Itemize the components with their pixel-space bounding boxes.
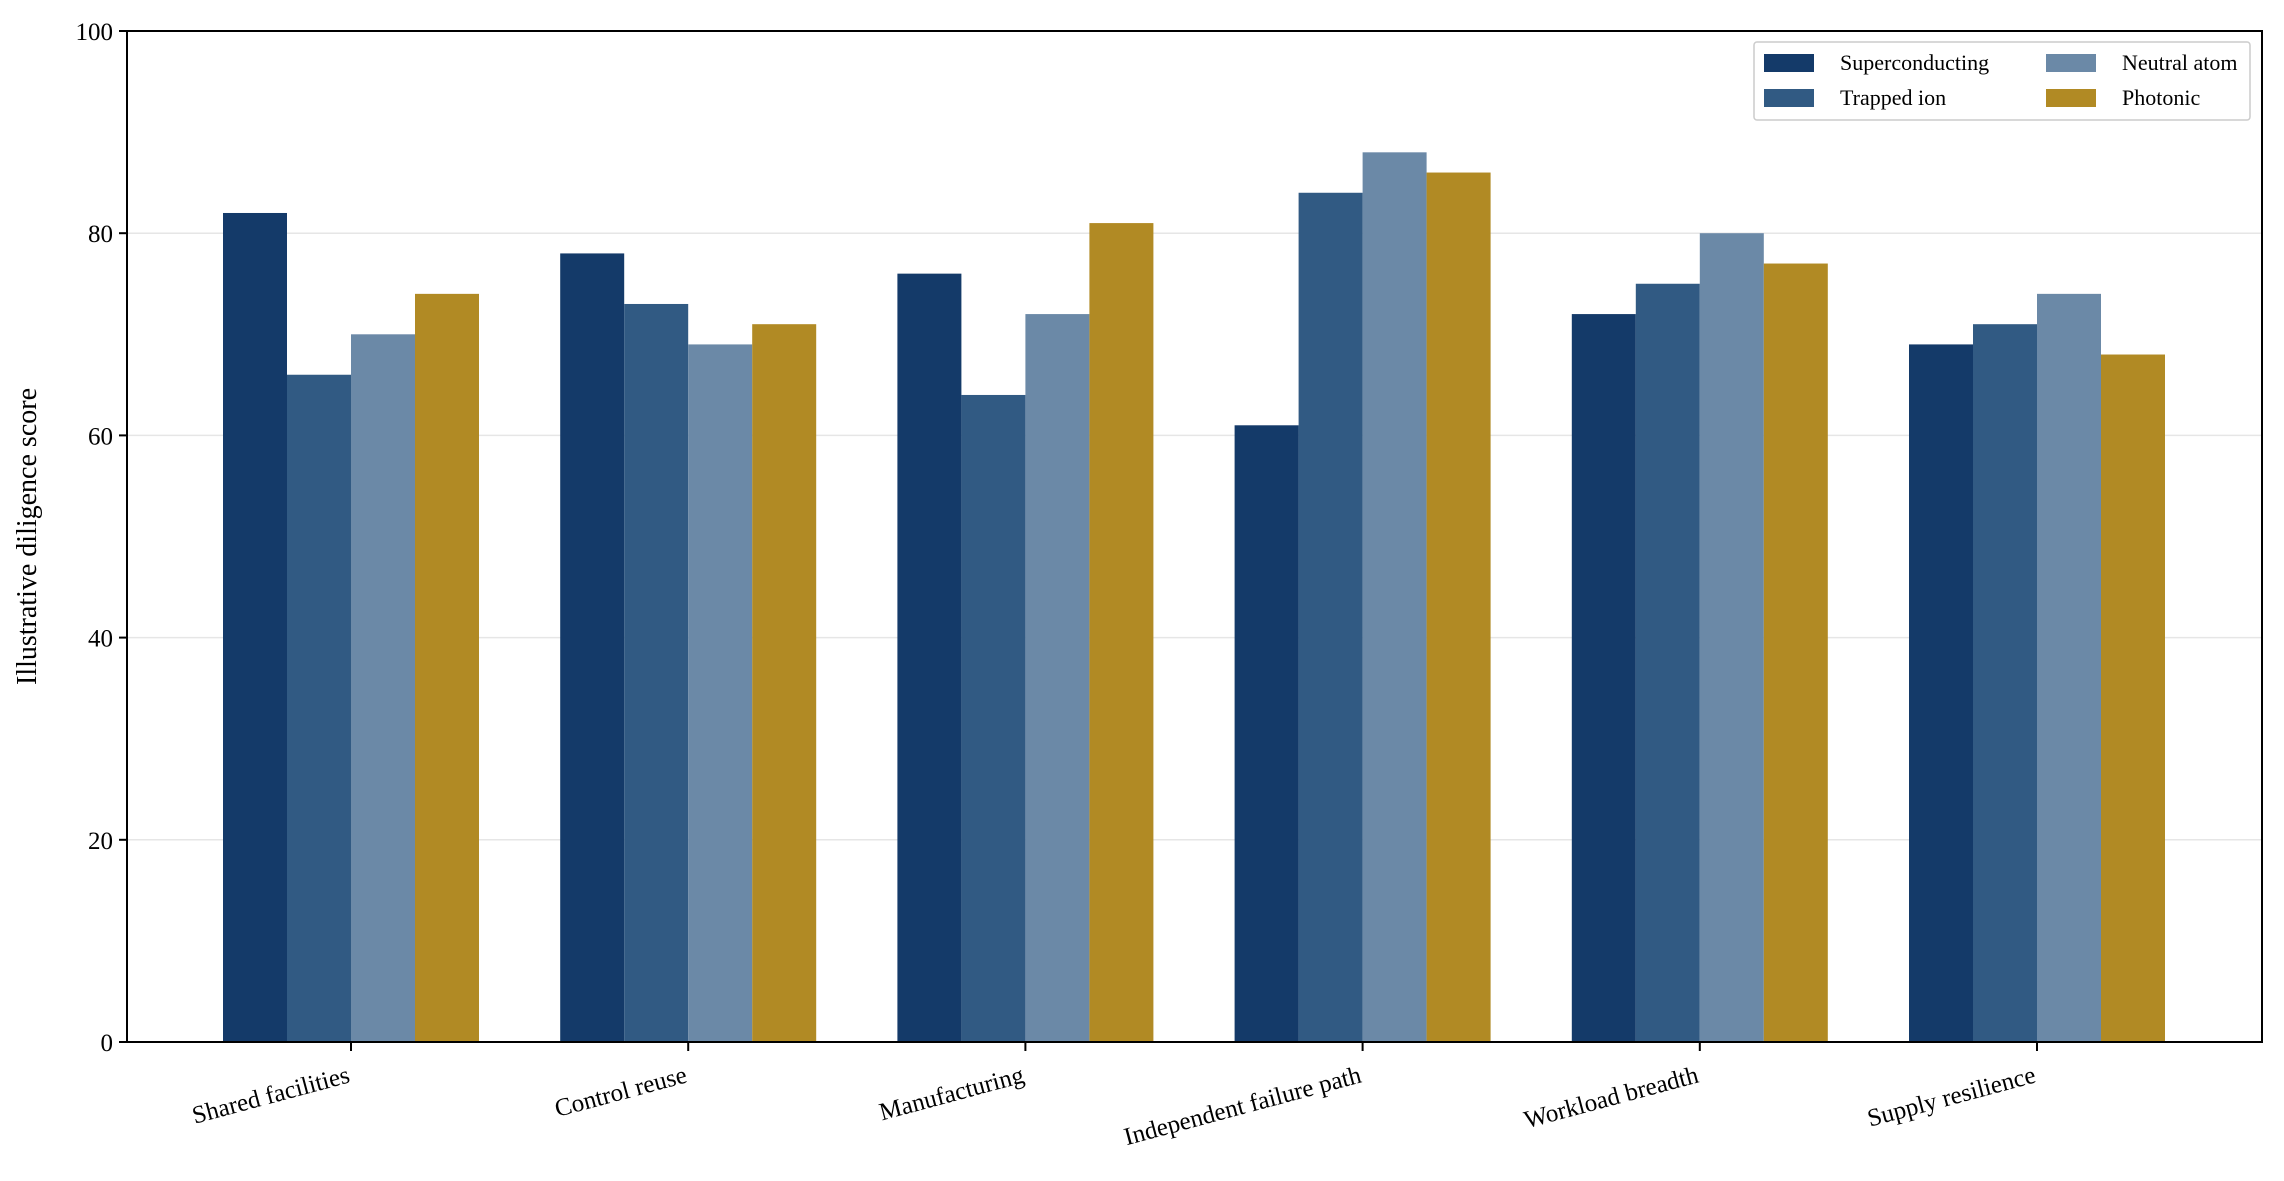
bar bbox=[688, 344, 753, 1042]
bars bbox=[223, 152, 2165, 1043]
x-axis: Shared facilities Control reuse Manufactur… bbox=[189, 1042, 2039, 1151]
bar bbox=[2101, 354, 2165, 1042]
legend-label: Neutral atom bbox=[2122, 50, 2237, 75]
legend: Superconducting Trapped ion Neutral atom Ph… bbox=[1753, 41, 2251, 121]
legend-swatch bbox=[1764, 54, 1814, 72]
y-tick-label: 40 bbox=[88, 626, 113, 653]
y-tick-label: 0 bbox=[101, 1030, 114, 1057]
bar bbox=[1426, 172, 1491, 1043]
bar bbox=[223, 212, 287, 1043]
bar bbox=[1699, 233, 1764, 1042]
bar bbox=[560, 253, 625, 1043]
y-axis-label: Illustrative diligence score bbox=[12, 388, 43, 685]
y-tick-label: 20 bbox=[88, 828, 113, 855]
bar bbox=[1571, 314, 1636, 1043]
bar bbox=[1089, 223, 1154, 1043]
bar bbox=[624, 303, 689, 1043]
x-tick-label: Workload breadth bbox=[1521, 1062, 1702, 1135]
bar bbox=[415, 293, 479, 1042]
legend-swatch bbox=[1764, 89, 1814, 107]
legend-frame bbox=[1753, 41, 2251, 121]
bar bbox=[1234, 425, 1299, 1042]
bar bbox=[1909, 344, 1973, 1042]
x-tick-label: Independent failure path bbox=[1121, 1062, 1364, 1151]
x-tick-label: Supply resilience bbox=[1865, 1062, 2039, 1133]
legend-label: Photonic bbox=[2122, 85, 2200, 110]
bar bbox=[287, 374, 351, 1042]
bar bbox=[1025, 314, 1090, 1043]
y-axis: 0 20 40 60 80 100 bbox=[76, 19, 127, 1057]
bar bbox=[1298, 192, 1363, 1042]
bar bbox=[897, 273, 962, 1042]
x-tick-label: Shared facilities bbox=[189, 1062, 352, 1130]
bar bbox=[1763, 263, 1828, 1042]
x-tick-label: Manufacturing bbox=[876, 1062, 1027, 1127]
y-tick-label: 100 bbox=[76, 19, 114, 46]
y-tick-label: 60 bbox=[88, 423, 113, 450]
bar bbox=[2037, 293, 2101, 1042]
bar bbox=[1973, 324, 2037, 1042]
legend-label: Superconducting bbox=[1840, 50, 1989, 75]
y-tick-label: 80 bbox=[88, 221, 113, 248]
legend-swatch bbox=[2046, 54, 2096, 72]
bar bbox=[961, 394, 1026, 1043]
plot-frame bbox=[126, 30, 2263, 1043]
legend-label: Trapped ion bbox=[1840, 85, 1946, 110]
bar bbox=[752, 324, 817, 1042]
bar bbox=[1362, 152, 1427, 1042]
bar bbox=[351, 334, 415, 1042]
legend-swatch bbox=[2046, 89, 2096, 107]
gridlines bbox=[127, 232, 2262, 841]
bar bbox=[1635, 283, 1700, 1042]
x-tick-label: Control reuse bbox=[552, 1062, 690, 1123]
